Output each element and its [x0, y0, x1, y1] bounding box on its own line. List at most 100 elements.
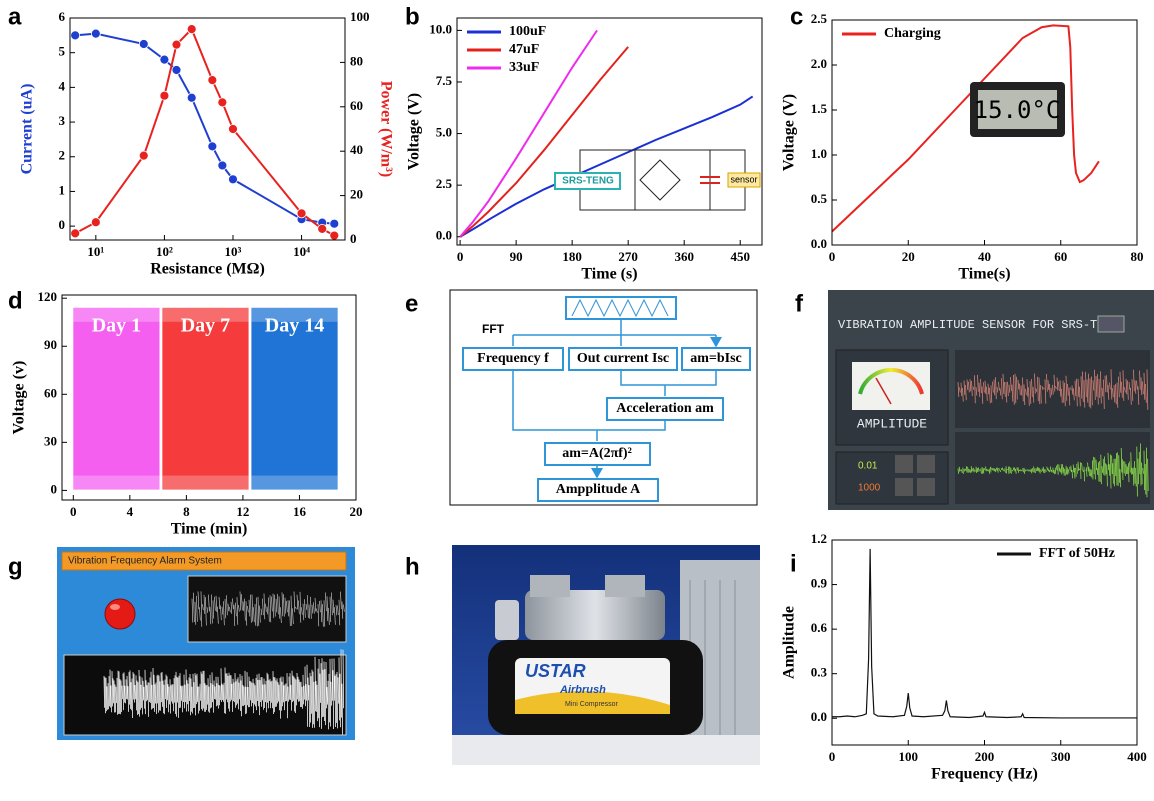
- button[interactable]: [917, 455, 935, 473]
- y-tick-label: 0.5: [811, 191, 828, 206]
- data-point: [317, 223, 328, 234]
- lcd-text: 15.0°C: [974, 96, 1061, 124]
- data-point: [70, 228, 81, 239]
- gauge-arc: [858, 367, 924, 395]
- y-tick-label: 0: [51, 481, 58, 496]
- signal-texture: [957, 369, 1149, 498]
- arrow: [597, 385, 666, 477]
- y-tick-label: 0.6: [811, 620, 828, 635]
- source-box: [554, 172, 621, 190]
- data-point: [159, 90, 170, 101]
- y-axis-label: Voltage (V): [406, 93, 423, 170]
- connector: [512, 370, 717, 431]
- x-tick-label: 270: [618, 249, 638, 264]
- band-edge: [73, 475, 160, 490]
- band-edge: [251, 307, 338, 322]
- edge-label: FFT: [482, 322, 505, 336]
- button[interactable]: [895, 478, 913, 496]
- panel-label: c: [790, 3, 803, 30]
- data-point: [171, 39, 182, 50]
- signal-band: [73, 307, 160, 490]
- y-tick-label: 0.0: [811, 236, 827, 251]
- x-tick-label: 20: [350, 504, 363, 519]
- head: [530, 575, 570, 597]
- y-tick-label: 2.0: [811, 56, 827, 71]
- y2-tick-label: 0: [350, 231, 357, 246]
- x-tick-label: 8: [183, 504, 190, 519]
- node-label: Acceleration am: [616, 401, 714, 416]
- node-box: [606, 397, 724, 421]
- panel-label: f: [795, 290, 804, 317]
- band-label: Day 1: [92, 315, 141, 337]
- x-tick-label: 300: [1051, 749, 1071, 764]
- y2-tick-label: 20: [350, 187, 363, 202]
- band-edge: [251, 475, 338, 490]
- x-axis-label: Time(s): [958, 266, 1010, 283]
- chart: b 0 90 180 270 360 450 0.0 2.5 5.0 7.5 10.0 Time (s)…: [405, 3, 763, 283]
- label-stripe: [515, 691, 670, 714]
- node-label: Out current Isc: [577, 351, 669, 366]
- compressor-photo: h USTAR Airbrush Mini Compressor: [405, 545, 760, 765]
- legend-label: Charging: [884, 26, 941, 41]
- regulator: [495, 600, 519, 640]
- data-point: [138, 150, 149, 161]
- node-label: Ampplitude A: [556, 482, 641, 497]
- node-box: [681, 347, 751, 371]
- x-tick-label: 90: [510, 249, 523, 264]
- y-tick-label: 1: [59, 182, 66, 197]
- panel-label: b: [405, 3, 420, 30]
- motor: [525, 590, 665, 640]
- data-point: [207, 75, 218, 86]
- node-box: [568, 347, 678, 371]
- y2-tick-label: 100: [350, 9, 370, 24]
- signal-texture: [103, 591, 345, 735]
- inset-label: SRS-TENG: [562, 176, 614, 187]
- data-point: [70, 30, 81, 41]
- head: [605, 575, 645, 597]
- y-axis-label: Current (uA): [19, 84, 36, 175]
- y-axis-label: Voltage (v): [11, 361, 28, 435]
- data-point: [296, 208, 307, 219]
- x-tick-label: 40: [978, 249, 991, 264]
- x-tick-label: 4: [127, 504, 134, 519]
- data-point: [217, 97, 228, 108]
- inset-label: sensor: [730, 174, 757, 184]
- panel-label: a: [8, 3, 22, 30]
- y-tick-label: 1.0: [811, 146, 827, 161]
- table: [452, 735, 760, 765]
- x-axis-label: Resistance (MΩ): [150, 261, 265, 278]
- data-line: [459, 29, 598, 238]
- y-tick-label: 2.5: [436, 176, 453, 191]
- x-tick-label: 450: [730, 249, 750, 264]
- texture: [191, 591, 345, 627]
- load-box: [727, 172, 761, 188]
- node-box: [462, 347, 564, 371]
- legend-label: 47uF: [509, 42, 539, 57]
- data-point: [90, 217, 101, 228]
- button[interactable]: [917, 478, 935, 496]
- model: Airbrush: [559, 684, 606, 696]
- button[interactable]: [895, 455, 913, 473]
- band-label: Day 14: [265, 315, 324, 337]
- data-point: [329, 230, 340, 241]
- node-label: Frequency f: [477, 351, 549, 366]
- chart: i 0 100 200 300 400 0.0 0.3 0.6 0.9 1.2 Frequency (…: [781, 531, 1147, 783]
- x-tick-label: 0: [829, 749, 836, 764]
- highlight: [110, 604, 120, 610]
- y-tick-label: 30: [44, 433, 57, 448]
- data-point: [228, 174, 238, 185]
- data-point: [138, 39, 149, 49]
- y-tick-label: 3: [59, 113, 66, 128]
- x-axis-label: Frequency (Hz): [931, 766, 1038, 783]
- caption: Mini Compressor: [565, 701, 619, 708]
- panel-label: h: [405, 553, 420, 580]
- capacitor: [700, 176, 720, 184]
- y-tick-label: 2.5: [811, 11, 828, 26]
- lcd-screen: [978, 90, 1057, 129]
- data-point: [207, 141, 218, 152]
- x-tick-label: 60: [1054, 249, 1067, 264]
- x-tick-label: 360: [674, 249, 694, 264]
- y-tick-label: 60: [44, 385, 57, 400]
- plot-frame: [61, 294, 357, 501]
